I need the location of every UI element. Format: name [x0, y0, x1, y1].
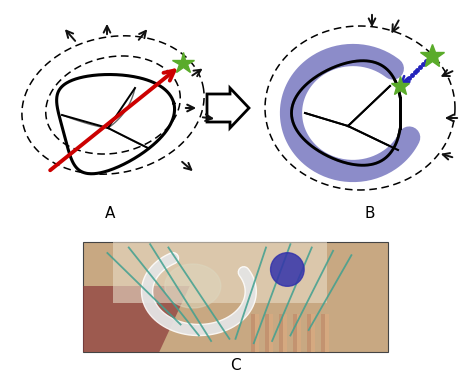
Bar: [269, 313, 273, 352]
Bar: [265, 313, 273, 352]
Text: A: A: [105, 206, 115, 220]
Text: B: B: [365, 206, 375, 220]
Bar: [321, 313, 329, 352]
Bar: [307, 313, 315, 352]
Bar: [283, 313, 287, 352]
Bar: [279, 313, 287, 352]
Bar: [297, 313, 301, 352]
Polygon shape: [83, 286, 190, 352]
Circle shape: [271, 253, 304, 286]
Text: C: C: [230, 358, 241, 373]
Bar: [311, 313, 315, 352]
Bar: [255, 313, 259, 352]
Polygon shape: [165, 264, 221, 308]
Bar: [251, 313, 259, 352]
Bar: [113, 242, 327, 302]
Bar: [83, 242, 388, 352]
Bar: [293, 313, 301, 352]
Bar: [325, 313, 329, 352]
